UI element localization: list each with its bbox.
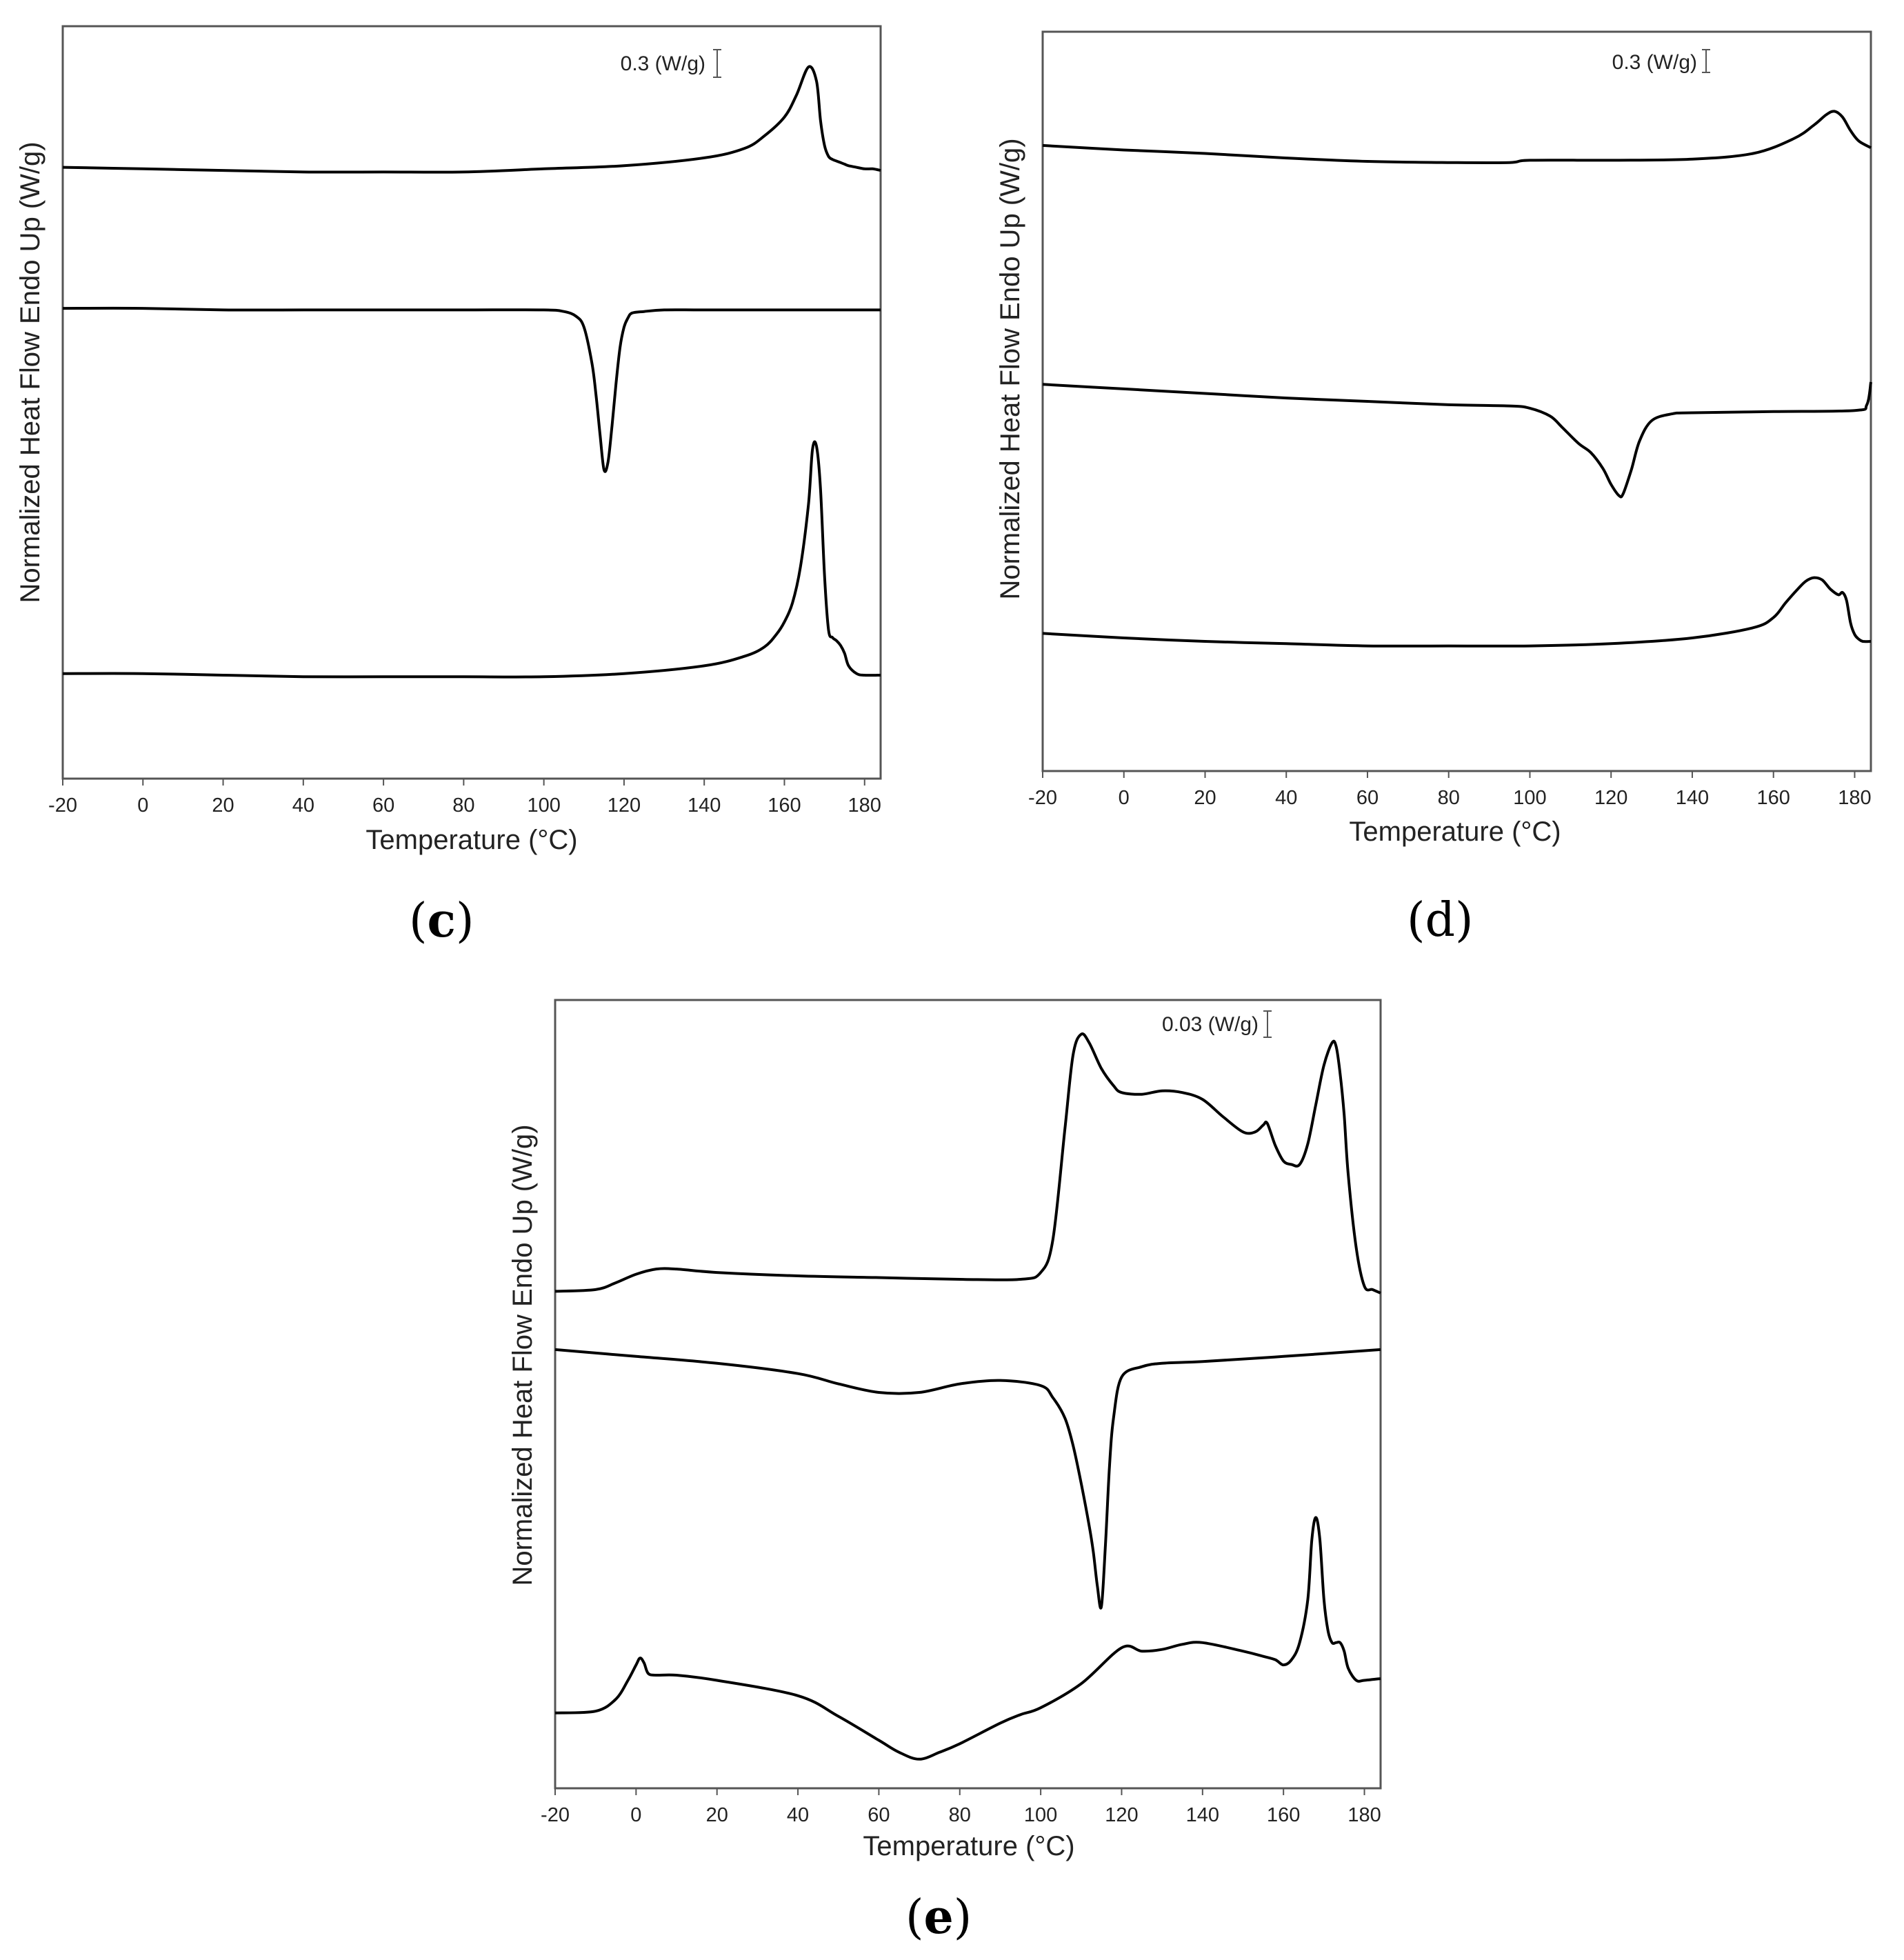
x-tick-label: 160 bbox=[1757, 787, 1790, 809]
x-tick-label: 140 bbox=[1676, 787, 1709, 809]
series-line-2 bbox=[1042, 381, 1872, 499]
x-tick-label: 120 bbox=[1594, 787, 1627, 809]
x-tick-label: 40 bbox=[787, 1804, 809, 1826]
series-line-3 bbox=[62, 440, 881, 679]
y-axis-label: Normalized Heat Flow Endo Up (W/g) bbox=[508, 1124, 538, 1586]
x-tick-label: 0 bbox=[137, 794, 148, 817]
scale-bar-label: 0.03 (W/g) bbox=[1162, 1013, 1259, 1036]
plot-frame bbox=[554, 999, 1382, 1790]
x-tick-label: 160 bbox=[768, 794, 801, 817]
x-tick-label: 20 bbox=[1194, 787, 1216, 809]
scale-bar bbox=[1702, 49, 1710, 73]
x-tick-label: 60 bbox=[868, 1804, 890, 1826]
x-tick-label: 180 bbox=[1347, 1804, 1381, 1826]
x-tick-label: 160 bbox=[1267, 1804, 1300, 1826]
x-axis-label: Temperature (°C) bbox=[365, 825, 577, 855]
curves bbox=[1042, 110, 1872, 648]
x-tick-label: 180 bbox=[848, 794, 881, 817]
scale-bar-label: 0.3 (W/g) bbox=[1612, 51, 1697, 74]
series-line-2 bbox=[554, 1348, 1381, 1610]
panel-label-e: (e) bbox=[905, 1890, 972, 1945]
series-line-1 bbox=[554, 1032, 1381, 1294]
scale-bar-label: 0.3 (W/g) bbox=[621, 52, 705, 75]
x-tick-label: 20 bbox=[212, 794, 234, 817]
panel-label-d: (d) bbox=[1407, 893, 1474, 948]
x-tick-label: 120 bbox=[608, 794, 641, 817]
series-line-2 bbox=[62, 306, 881, 473]
x-tick-label: 140 bbox=[688, 794, 721, 817]
series-line-3 bbox=[1042, 576, 1872, 648]
y-axis-label: Normalized Heat Flow Endo Up (W/g) bbox=[15, 141, 46, 603]
x-tick-label: -20 bbox=[1028, 787, 1057, 809]
x-tick-label: 20 bbox=[706, 1804, 728, 1826]
x-tick-label: 0 bbox=[1119, 787, 1130, 809]
series-line-1 bbox=[1042, 110, 1872, 164]
x-tick-label: 80 bbox=[452, 794, 474, 817]
x-ticks: -20 0 20 40 60 80 100 120 140 160 180 bbox=[1028, 771, 1872, 809]
x-tick-label: 100 bbox=[527, 794, 560, 817]
x-tick-label: 100 bbox=[1513, 787, 1546, 809]
plot-frame bbox=[1041, 30, 1872, 772]
x-ticks: -20 0 20 40 60 80 100 120 140 160 180 bbox=[541, 1788, 1381, 1826]
x-tick-label: 60 bbox=[1356, 787, 1379, 809]
x-ticks: -20 0 20 40 60 80 100 120 140 160 180 bbox=[48, 779, 881, 817]
y-axis-label: Normalized Heat Flow Endo Up (W/g) bbox=[995, 138, 1025, 599]
chart-panel-d: -20 0 20 40 60 80 100 120 140 160 180 Temperature … bbox=[995, 30, 1872, 847]
x-tick-label: -20 bbox=[48, 794, 77, 817]
chart-panel-c: -20 0 20 40 60 80 100 120 140 160 180 Temperature … bbox=[15, 25, 882, 855]
curves bbox=[554, 1032, 1381, 1761]
x-tick-label: 0 bbox=[630, 1804, 641, 1826]
curves bbox=[62, 65, 881, 679]
x-tick-label: 80 bbox=[1438, 787, 1460, 809]
chart-panel-e: -20 0 20 40 60 80 100 120 140 160 180 Temperature … bbox=[508, 999, 1382, 1861]
series-line-3 bbox=[554, 1516, 1381, 1761]
x-tick-label: -20 bbox=[541, 1804, 570, 1826]
x-tick-label: 100 bbox=[1024, 1804, 1057, 1826]
panel-label-c: (c) bbox=[409, 893, 474, 948]
x-tick-label: 40 bbox=[1275, 787, 1297, 809]
x-tick-label: 60 bbox=[372, 794, 394, 817]
plot-frame bbox=[61, 25, 882, 780]
x-tick-label: 120 bbox=[1105, 1804, 1138, 1826]
x-axis-label: Temperature (°C) bbox=[863, 1831, 1074, 1861]
scale-bar bbox=[1263, 1010, 1272, 1038]
x-tick-label: 180 bbox=[1838, 787, 1871, 809]
x-axis-label: Temperature (°C) bbox=[1349, 817, 1561, 847]
x-tick-label: 140 bbox=[1186, 1804, 1219, 1826]
x-tick-label: 80 bbox=[949, 1804, 971, 1826]
scale-bar bbox=[713, 49, 721, 78]
x-tick-label: 40 bbox=[292, 794, 314, 817]
series-line-1 bbox=[62, 65, 881, 174]
